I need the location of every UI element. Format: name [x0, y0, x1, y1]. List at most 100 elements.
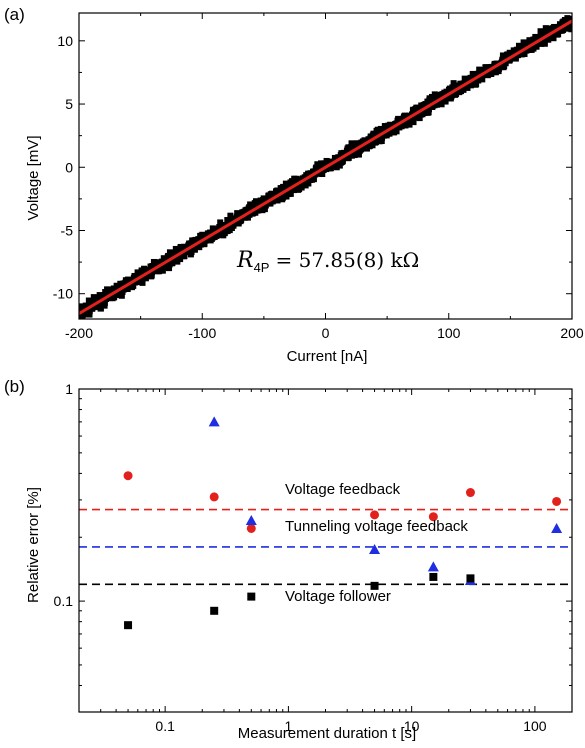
data-point: [421, 110, 428, 117]
data-point: [201, 240, 208, 247]
data-point-circle: [209, 492, 219, 502]
x-tick-label: 100: [437, 325, 461, 341]
fit-line: [79, 19, 572, 315]
x-tick-label: 100: [523, 718, 547, 734]
data-point: [159, 267, 166, 274]
annotation-subscript: 4P: [254, 260, 270, 275]
y-tick-label: 1: [65, 381, 73, 397]
panel-a-xlabel: Current [nA]: [287, 348, 368, 365]
data-point: [431, 91, 438, 98]
data-point: [139, 279, 146, 286]
data-point: [489, 69, 496, 76]
data-point-circle: [465, 488, 475, 498]
data-point: [348, 140, 355, 147]
data-point-square: [370, 581, 379, 590]
data-point: [274, 197, 281, 204]
data-point: [467, 82, 474, 89]
data-point: [550, 35, 557, 42]
x-tick-label: -100: [188, 325, 216, 341]
data-point: [339, 157, 346, 164]
data-point: [177, 243, 184, 250]
data-point: [530, 45, 537, 52]
panel-b-ylabel: Relative error [%]: [25, 487, 42, 603]
data-point-circle: [123, 471, 133, 481]
panel-a-ylabel: Voltage [mV]: [25, 135, 42, 220]
data-point: [261, 206, 268, 213]
data-point: [247, 201, 254, 208]
data-point: [568, 26, 572, 33]
data-point-circle: [246, 523, 256, 533]
data-point: [319, 171, 326, 178]
data-point: [130, 282, 137, 289]
x-tick-label: -200: [65, 325, 93, 341]
annotation-symbol: R: [236, 248, 254, 273]
data-point-square: [247, 592, 256, 601]
data-point: [499, 52, 506, 59]
series-label-voltage-feedback: Voltage feedback: [285, 481, 401, 498]
data-point: [569, 21, 572, 28]
data-point: [97, 305, 104, 312]
panel-b-label: (b): [4, 377, 25, 396]
panel-a-annotation: R4P = 57.85(8) kΩ: [236, 248, 419, 275]
data-point-triangle: [245, 514, 257, 525]
x-tick-label: 200: [560, 325, 584, 341]
data-point: [166, 265, 173, 272]
data-point: [214, 231, 221, 238]
data-point: [351, 152, 358, 159]
plot-frame: [78, 12, 573, 320]
panel-a-label: (a): [4, 5, 25, 24]
series-label-tunneling-voltage-feedback: Tunneling voltage feedback: [285, 518, 468, 535]
data-point-square: [124, 621, 133, 630]
x-tick-label: 0.1: [155, 718, 175, 734]
data-point: [555, 31, 562, 38]
data-point: [425, 109, 432, 116]
data-point: [118, 292, 125, 299]
y-tick-label: 0.1: [54, 593, 74, 609]
data-point-square: [429, 572, 438, 581]
data-point: [479, 76, 486, 83]
data-point: [541, 40, 548, 47]
data-point-triangle: [427, 561, 439, 572]
x-tick-label: 1: [284, 718, 292, 734]
data-point: [406, 121, 413, 128]
y-tick-label: 10: [57, 33, 73, 49]
data-point: [410, 119, 417, 126]
panel-a-plot-area: -200 -100 0 100 200 -10 -5 0 5 10: [53, 12, 584, 341]
data-point: [377, 125, 384, 132]
x-tick-label: 0: [322, 325, 330, 341]
data-point: [533, 43, 540, 50]
data-point-triangle: [208, 416, 220, 427]
data-point-circle: [552, 496, 562, 506]
data-point: [521, 51, 528, 58]
plot-frame: [78, 388, 573, 713]
data-point: [460, 86, 467, 93]
data-point: [86, 311, 93, 318]
data-point: [473, 81, 480, 88]
data-point: [282, 180, 289, 187]
panel-b-plot-area: 0.1 1 10 100 0.1 1: [54, 381, 573, 734]
data-point: [393, 128, 400, 135]
data-point: [310, 176, 317, 183]
data-point: [101, 299, 108, 306]
data-point: [191, 246, 198, 253]
data-point: [355, 151, 362, 158]
y-tick-label: 0: [65, 159, 73, 175]
data-point: [305, 180, 312, 187]
data-point: [392, 125, 399, 132]
data-point: [177, 256, 184, 263]
data-point: [181, 253, 188, 260]
data-point: [277, 187, 284, 194]
y-tick-label: -5: [61, 222, 74, 238]
data-point: [378, 138, 385, 145]
data-point: [227, 212, 234, 219]
y-tick-label: 5: [65, 96, 73, 112]
data-point: [287, 190, 294, 197]
data-point-triangle: [551, 522, 563, 533]
data-point: [512, 55, 519, 62]
y-tick-label: -10: [53, 286, 73, 302]
data-point-circle: [370, 510, 380, 520]
data-point: [416, 115, 423, 122]
data-point: [197, 241, 204, 248]
x-tick-label: 10: [404, 718, 420, 734]
